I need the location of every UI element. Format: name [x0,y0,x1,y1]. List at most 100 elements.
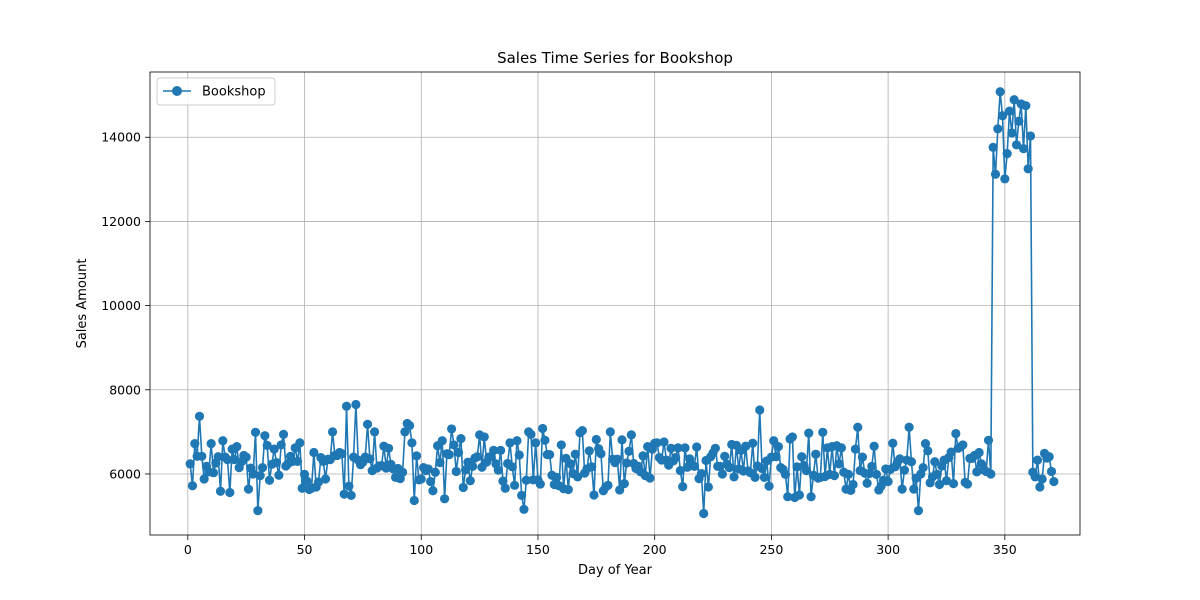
data-point [624,446,634,456]
data-point [218,436,228,446]
legend: Bookshop [156,77,276,106]
data-point [783,492,793,502]
data-point [680,443,690,453]
data-point [755,405,765,415]
data-point [1007,128,1017,138]
data-point [341,401,352,411]
data-point [843,469,854,479]
data-point [255,471,265,481]
data-point [962,479,973,489]
data-point [309,447,319,458]
x-tick-label: 300 [876,542,900,557]
data-point [243,484,254,494]
data-point [339,489,349,499]
data-point [262,440,272,450]
data-point [229,455,240,465]
data-point [260,431,270,441]
x-tick-label: 0 [184,542,192,557]
data-point [675,466,685,476]
data-point [454,447,464,458]
data-point [313,477,324,487]
data-point [1011,140,1022,150]
data-point [974,447,984,458]
data-point [206,439,216,449]
data-point [344,481,354,491]
data-point [295,438,305,448]
data-point [404,420,415,431]
data-point [811,449,821,459]
data-point [451,466,461,477]
data-point [563,484,573,495]
data-point [257,463,268,473]
data-point [271,458,282,468]
plot-frame [149,71,1081,536]
data-point [1044,452,1054,462]
data-point [988,142,998,152]
data-point [208,468,219,478]
data-point [540,435,550,445]
data-point [652,438,662,448]
data-point [930,457,940,467]
data-point [435,458,445,468]
data-point [794,490,805,500]
data-point [1030,472,1040,482]
data-point [626,430,636,440]
data-point [986,469,996,479]
data-point [612,454,622,464]
data-point [337,449,347,459]
data-point [512,436,522,446]
data-point [269,444,279,454]
data-point [932,469,942,479]
data-point [895,454,905,464]
data-point [552,472,562,482]
data-point [400,427,410,437]
data-point [909,484,919,494]
data-point [222,455,233,465]
data-point [573,472,583,482]
data-point [696,468,706,479]
series-layer [185,87,1059,519]
data-point [741,441,751,451]
data-point [1035,482,1045,492]
data-point [190,439,200,449]
legend-box [156,77,276,106]
data-point [535,479,545,489]
data-point [1004,106,1015,116]
data-point [409,495,419,506]
data-point [197,451,207,461]
data-point [369,427,380,437]
y-tick-label: 8000 [109,382,141,397]
data-point [834,459,844,469]
data-point [603,480,613,490]
data-point [1046,466,1057,477]
data-point [430,467,440,477]
x-axis-label: Day of Year [578,563,653,578]
data-point [923,446,933,456]
data-point [577,426,587,436]
data-point [748,438,758,448]
data-point [787,432,798,442]
data-point [972,467,982,477]
data-point [710,443,720,453]
data-point [850,444,861,454]
data-point [673,443,683,453]
data-point [425,476,436,487]
data-point [717,469,727,479]
data-point [437,436,447,446]
chart-title: Sales Time Series for Bookshop [497,49,733,67]
data-point [659,437,669,447]
data-point [1018,144,1029,154]
data-point [351,399,361,410]
data-point [941,476,952,486]
data-point [589,490,599,500]
data-point [519,504,529,514]
data-point [1021,101,1031,111]
data-point [428,486,438,496]
data-point [264,475,275,485]
data-point [724,463,734,473]
data-point [538,423,548,434]
x-tick-label: 50 [297,542,313,557]
data-point [416,474,426,484]
x-tick-label: 150 [526,542,550,557]
